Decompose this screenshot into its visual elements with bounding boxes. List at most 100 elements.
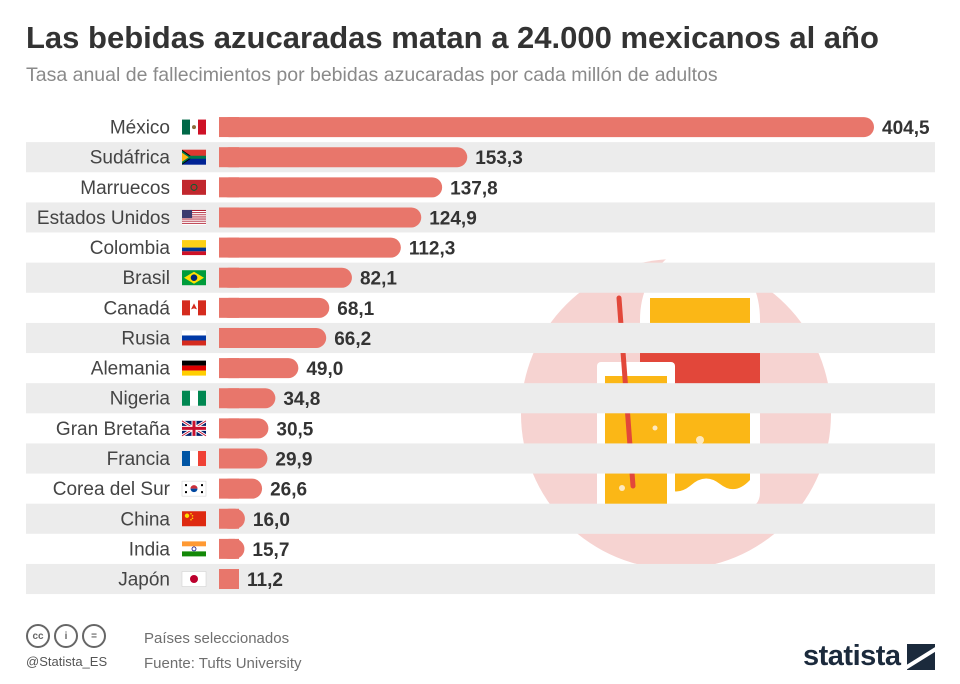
bar-base	[219, 117, 239, 138]
bar	[219, 297, 330, 318]
value-label: 30,5	[276, 419, 313, 440]
chart-title: Las bebidas azucaradas matan a 24.000 me…	[26, 20, 879, 55]
france-flag-icon	[182, 450, 206, 466]
bar-row: Francia 29,9	[26, 443, 935, 474]
bar-base	[219, 569, 239, 590]
bar-row: Corea del Sur 26,6	[53, 478, 307, 501]
mexico-flag-icon	[182, 119, 206, 135]
row-stripe	[26, 202, 935, 233]
category-label: India	[129, 539, 171, 560]
category-label: Corea del Sur	[53, 479, 171, 500]
bar-row: Colombia 112,3	[90, 237, 456, 260]
russia-flag-icon	[182, 330, 206, 346]
south-africa-flag-icon	[182, 149, 206, 165]
bar-row: Estados Unidos 124,9	[26, 202, 935, 233]
brand-name: statista	[803, 640, 901, 672]
category-label: Marruecos	[80, 178, 170, 199]
bar-base	[219, 358, 239, 379]
bar-row: Rusia 66,2	[26, 322, 935, 354]
statista-mark-icon	[906, 643, 935, 670]
row-stripe	[26, 443, 935, 474]
bar-row: México 404,5	[110, 117, 930, 139]
value-label: 124,9	[429, 208, 477, 229]
brazil-flag-icon	[182, 270, 206, 286]
bar	[219, 117, 874, 138]
colombia-flag-icon	[182, 240, 206, 256]
canada-flag-icon	[182, 300, 206, 316]
value-label: 11,2	[247, 570, 283, 591]
bar	[219, 237, 401, 258]
row-stripe	[26, 142, 935, 173]
value-label: 49,0	[306, 359, 343, 380]
value-label: 137,8	[450, 178, 498, 199]
value-label: 29,9	[275, 449, 312, 470]
value-label: 112,3	[409, 239, 456, 260]
bar-base	[219, 297, 239, 318]
bar-base	[219, 388, 239, 409]
germany-flag-icon	[182, 360, 206, 376]
category-label: Rusia	[121, 328, 170, 349]
bar-row: Japón 11,2	[26, 563, 935, 595]
uk-flag-icon	[181, 419, 207, 438]
bar-base	[219, 147, 239, 168]
bar-row: India 15,7	[129, 538, 289, 561]
bar	[219, 147, 468, 168]
category-label: Nigeria	[110, 389, 171, 410]
footer-notes: Países seleccionados Fuente: Tufts Unive…	[144, 626, 302, 676]
bar-base	[219, 448, 239, 469]
category-label: China	[120, 509, 170, 530]
bar-row: Canadá 68,1	[103, 297, 375, 320]
bar-row: Gran Bretaña 30,5	[56, 418, 314, 440]
nigeria-flag-icon	[182, 390, 206, 406]
bar-row: Nigeria 34,8	[26, 383, 935, 414]
row-stripe	[26, 503, 935, 534]
row-stripe	[26, 563, 935, 595]
usa-flag-icon	[182, 209, 206, 225]
bar-base	[219, 508, 239, 529]
category-label: Estados Unidos	[37, 208, 170, 229]
value-label: 68,1	[337, 299, 374, 320]
license-icons: cc i =	[26, 624, 106, 648]
bar-base	[219, 267, 239, 288]
category-label: Francia	[107, 449, 171, 470]
row-stripe	[26, 322, 935, 354]
value-label: 404,5	[882, 118, 930, 139]
value-label: 34,8	[283, 389, 320, 410]
south-korea-flag-icon	[181, 480, 207, 497]
value-label: 66,2	[334, 329, 371, 350]
morocco-flag-icon	[182, 179, 206, 195]
bar-row: Marruecos 137,8	[80, 177, 498, 199]
row-stripe	[26, 262, 935, 293]
bar-row: Brasil 82,1	[26, 262, 935, 293]
selection-note: Países seleccionados	[144, 630, 290, 647]
bar	[219, 267, 352, 288]
value-label: 15,7	[252, 540, 289, 561]
value-label: 26,6	[270, 480, 307, 501]
bar-row: Alemania 49,0	[91, 358, 343, 380]
attribution-icon: i	[54, 624, 78, 648]
bar-base	[219, 327, 239, 348]
bar-base	[219, 538, 239, 559]
bar-base	[219, 418, 239, 439]
no-derivatives-icon: =	[82, 624, 106, 648]
statista-logo[interactable]: statista	[803, 640, 935, 673]
category-label: Sudáfrica	[90, 148, 171, 169]
bar	[219, 327, 327, 348]
bar	[219, 177, 443, 198]
value-label: 82,1	[360, 269, 397, 290]
category-label: Brasil	[122, 268, 170, 289]
bar	[219, 207, 422, 228]
row-stripe	[26, 383, 935, 414]
category-label: México	[110, 118, 170, 139]
bar-base	[219, 207, 239, 228]
bar-base	[219, 237, 239, 258]
source-note: Fuente: Tufts University	[144, 655, 302, 672]
bar-base	[219, 177, 239, 198]
category-label: Japón	[118, 570, 170, 591]
bar-row: Sudáfrica 153,3	[26, 142, 935, 173]
value-label: 153,3	[475, 148, 523, 169]
category-label: Colombia	[90, 238, 171, 259]
bar-base	[219, 478, 239, 499]
bar-row: China 16,0	[26, 503, 935, 534]
